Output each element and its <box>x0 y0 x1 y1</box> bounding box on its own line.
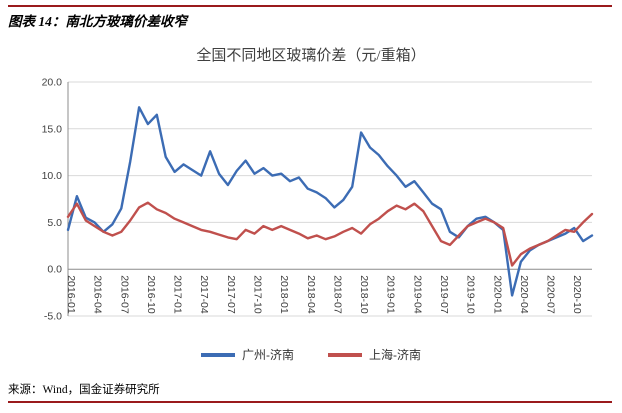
y-axis-label: 20.0 <box>42 77 63 89</box>
y-axis-label: 10.0 <box>42 170 63 182</box>
series-line-0 <box>66 106 594 297</box>
x-axis-label: 2018-07 <box>331 275 343 314</box>
x-axis-label: 2019-07 <box>438 275 450 314</box>
source-note: 来源：Wind，国金证券研究所 <box>8 384 160 396</box>
x-axis-label: 2018-04 <box>305 275 317 314</box>
series-line-1 <box>66 201 594 267</box>
x-axis-label: 2019-04 <box>411 275 423 314</box>
y-axis-label: 15.0 <box>42 123 63 135</box>
legend-label: 上海-济南 <box>369 348 421 362</box>
legend-swatch-red <box>328 352 362 357</box>
x-axis-label: 2020-10 <box>571 275 583 314</box>
x-axis-label: 2017-04 <box>198 275 210 314</box>
line-chart: -5.0 0.0 5.0 10.0 15.0 20.0 2016-01 2016-04 2016… <box>42 77 594 323</box>
y-axis-label: -5.0 <box>44 311 62 323</box>
x-axis-label: 2016-04 <box>92 275 104 314</box>
x-axis-label: 2019-01 <box>385 275 397 314</box>
chart-legend: 广州-济南 上海-济南 <box>0 346 622 363</box>
x-axis-label: 2016-01 <box>65 275 77 314</box>
legend-label: 广州-济南 <box>242 348 294 362</box>
chart-title: 全国不同地区玻璃价差（元/重箱） <box>196 48 426 64</box>
x-axis-label: 2020-04 <box>518 275 530 314</box>
x-axis-label: 2018-01 <box>278 275 290 314</box>
x-axis-label: 2017-07 <box>225 275 237 314</box>
x-axis-label: 2019-10 <box>465 275 477 314</box>
bottom-rule <box>8 401 612 403</box>
x-axis-label: 2020-01 <box>491 275 503 314</box>
x-axis-label: 2018-10 <box>358 275 370 314</box>
legend-item-shanghai-jinan: 上海-济南 <box>328 346 421 363</box>
y-axis-label: 0.0 <box>47 264 62 276</box>
x-axis-label: 2016-10 <box>145 275 157 314</box>
y-axis-label: 5.0 <box>47 217 62 229</box>
x-axis-label: 2017-10 <box>252 275 264 314</box>
x-axis-label: 2016-07 <box>118 275 130 314</box>
legend-item-guangzhou-jinan: 广州-济南 <box>201 346 294 363</box>
figure-caption: 图表 14：南北方玻璃价差收窄 <box>8 14 187 29</box>
top-rule <box>8 5 612 7</box>
x-axis-label: 2020-07 <box>545 275 557 314</box>
x-axis-label: 2017-01 <box>172 275 184 314</box>
legend-swatch-blue <box>201 352 235 357</box>
